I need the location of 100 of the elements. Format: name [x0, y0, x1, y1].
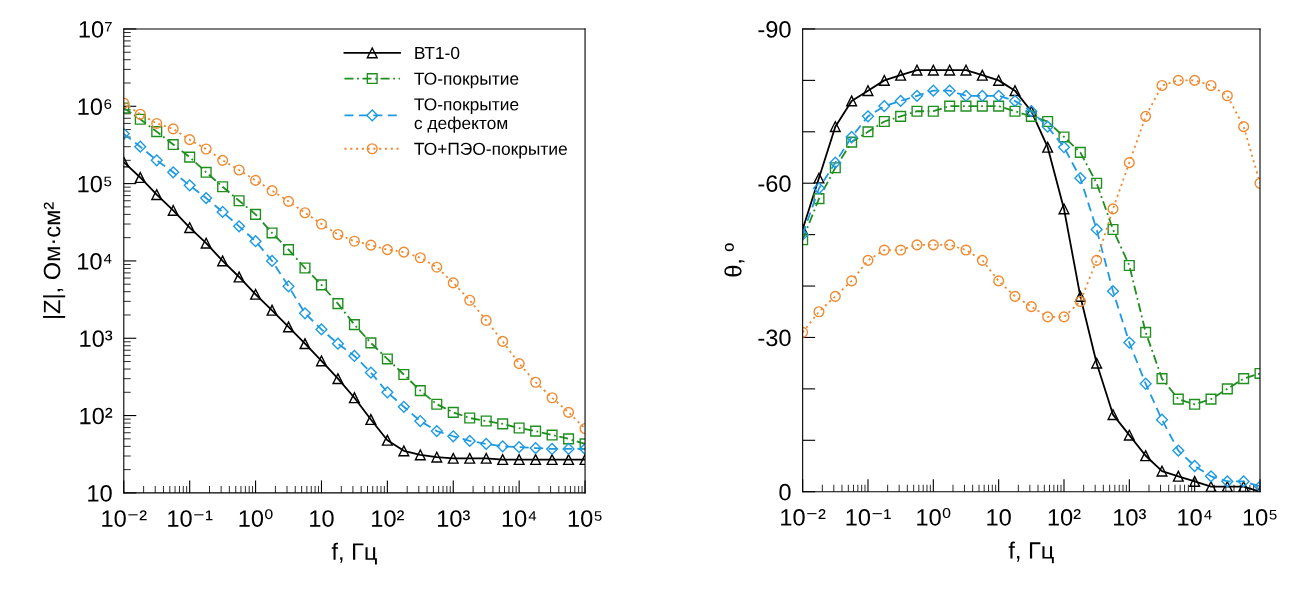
point: [1009, 290, 1021, 302]
point: [348, 349, 361, 363]
point: [1074, 295, 1086, 308]
point: [1221, 481, 1233, 492]
point: [266, 304, 278, 316]
point: [812, 182, 826, 195]
point: [944, 64, 956, 76]
point: [381, 244, 393, 256]
point: [960, 64, 972, 76]
point: [846, 275, 858, 287]
point: [1221, 383, 1233, 395]
point: [1041, 120, 1054, 133]
point: [200, 237, 212, 249]
legend-label: ТО+ПЭО-покрытие: [414, 142, 567, 159]
point: [1139, 377, 1152, 390]
y-tick-label: 10⁴: [78, 252, 112, 270]
point: [846, 95, 858, 107]
point: [1090, 223, 1103, 236]
point: [862, 254, 874, 266]
point: [1123, 429, 1135, 441]
x-tick-label: 10: [310, 510, 334, 527]
point: [480, 452, 492, 464]
point: [1172, 74, 1184, 86]
point: [249, 235, 262, 248]
x-tick-label: 10⁵: [568, 510, 602, 527]
point: [332, 298, 344, 310]
point: [563, 406, 575, 418]
point: [878, 244, 890, 256]
point: [1074, 171, 1087, 185]
point: [184, 151, 196, 163]
point: [266, 227, 278, 239]
point: [233, 271, 245, 283]
point: [546, 429, 558, 441]
point: [299, 207, 311, 219]
point: [1042, 311, 1054, 323]
point: [200, 143, 212, 155]
point: [894, 94, 907, 108]
point: [266, 185, 278, 197]
point: [299, 338, 311, 350]
point: [1221, 90, 1233, 102]
point: [348, 235, 360, 247]
point: [299, 262, 311, 274]
point: [1189, 398, 1201, 410]
point: [1221, 475, 1234, 488]
point: [365, 413, 377, 426]
point: [233, 164, 245, 176]
point: [813, 306, 825, 318]
x-tick-label: 10²: [372, 510, 404, 527]
point: [1189, 475, 1201, 487]
x-tick-label: 10⁰: [917, 507, 951, 526]
point: [1107, 223, 1119, 236]
point: [1238, 373, 1250, 385]
point: [282, 244, 295, 256]
point: [480, 314, 492, 326]
point: [845, 130, 858, 144]
point: [546, 453, 558, 466]
point: [381, 353, 393, 365]
point: [332, 228, 344, 241]
point: [1042, 115, 1054, 128]
point: [992, 89, 1005, 102]
point: [1155, 413, 1169, 426]
point: [217, 181, 229, 193]
point: [332, 373, 344, 385]
point: [134, 140, 147, 153]
point: [167, 204, 179, 216]
point: [184, 134, 196, 146]
point: [1238, 481, 1250, 492]
y-tick-label: 0: [779, 483, 791, 501]
point: [183, 179, 196, 192]
point: [250, 288, 262, 300]
point: [1205, 79, 1217, 92]
point: [282, 321, 295, 333]
point: [414, 252, 426, 264]
point: [414, 385, 426, 397]
point: [862, 126, 874, 138]
point: [829, 121, 841, 133]
point: [167, 138, 179, 151]
point: [861, 110, 875, 123]
point: [1205, 393, 1217, 405]
point: [463, 434, 476, 448]
x-tick-label: 10³: [1114, 509, 1146, 526]
point: [829, 162, 841, 174]
point: [976, 89, 989, 102]
point: [927, 84, 940, 97]
point: [464, 412, 476, 424]
x-tick-label: 10⁰: [239, 509, 273, 527]
x-tick-label: 10²: [1048, 509, 1081, 526]
point: [365, 337, 377, 349]
point: [895, 244, 907, 256]
y-tick-label: 10³: [80, 330, 113, 348]
point: [200, 166, 212, 178]
point: [381, 434, 393, 446]
y-tick-label: 10²: [80, 407, 113, 425]
y-axis-title: θ, º: [724, 243, 745, 277]
point: [1058, 203, 1070, 215]
point: [315, 218, 328, 230]
point: [233, 195, 245, 207]
point: [959, 89, 973, 102]
point: [365, 239, 377, 251]
point: [315, 355, 328, 367]
